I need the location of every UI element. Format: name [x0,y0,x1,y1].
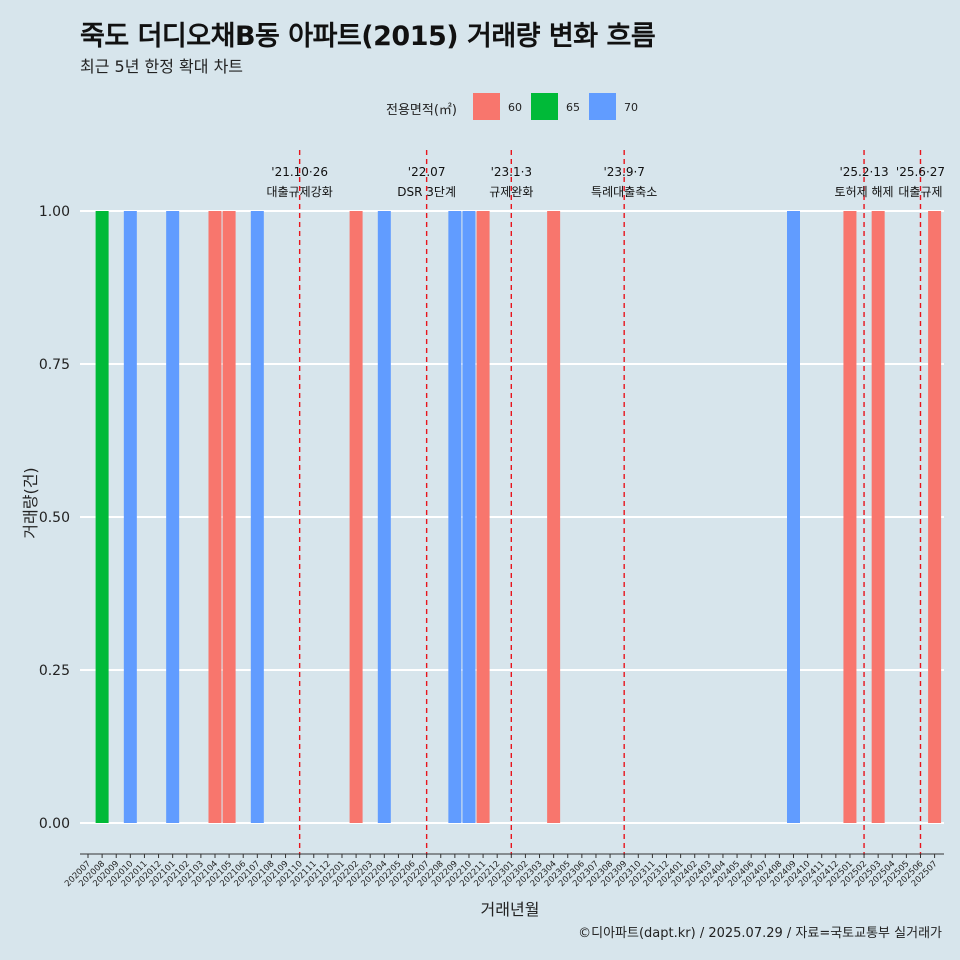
bar-202409 [787,211,800,823]
bar-202202 [349,211,363,823]
legend: 전용면적(㎡) 60 65 70 [0,93,960,121]
event-label-202502: 토허제 해제 [835,185,894,199]
event-label-202309: 특례대출축소 [591,185,657,199]
bar-202104 [208,211,222,823]
event-label-202506: 대출규제 [898,185,942,199]
y-tick-label: 0.50 [39,510,70,526]
legend-swatch-65 [531,93,558,120]
bar-202501 [843,211,857,823]
bar-202210 [462,211,476,823]
event-date-202309: '23.9·7 [603,165,644,179]
source-caption: ©디아파트(dapt.kr) / 2025.07.29 / 자료=국토교통부 실… [578,926,942,941]
event-label-202110: 대출규제강화 [267,185,333,199]
y-axis-title: 거래량(건) [21,467,40,538]
bar-202008 [95,211,109,823]
legend-label-65: 65 [566,101,580,114]
chart-subtitle: 최근 5년 한정 확대 차트 [80,57,244,76]
y-tick-label: 0.25 [39,663,70,679]
event-date-202502: '25.2·13 [839,165,888,179]
legend-title: 전용면적(㎡) [386,103,457,118]
bar-202507 [928,211,942,823]
legend-swatch-70 [589,93,616,120]
x-axis-title: 거래년월 [481,900,540,919]
bar-202304 [547,211,561,823]
bar-202503 [871,211,885,823]
bar-202211 [476,211,490,823]
bar-202107 [250,211,264,823]
event-label-202207: DSR 3단계 [397,185,456,199]
bar-202209 [448,211,462,823]
bar-202101 [166,211,180,823]
legend-swatch-60 [473,93,500,120]
bar-202105 [222,211,236,823]
chart-title: 죽도 더디오채B동 아파트(2015) 거래량 변화 흐름 [80,21,656,52]
bar-202010 [123,211,137,823]
legend-label-70: 70 [624,101,638,114]
event-date-202110: '21.10·26 [271,165,328,179]
legend-label-60: 60 [508,101,522,114]
event-date-202207: '22.07 [408,165,446,179]
y-tick-label: 0.00 [39,816,70,832]
y-tick-label: 1.00 [39,204,70,220]
event-date-202506: '25.6·27 [896,165,945,179]
event-label-202301: 규제완화 [489,185,533,199]
event-date-202301: '23.1·3 [491,165,532,179]
y-tick-label: 0.75 [39,357,70,373]
bar-202204 [377,211,391,823]
